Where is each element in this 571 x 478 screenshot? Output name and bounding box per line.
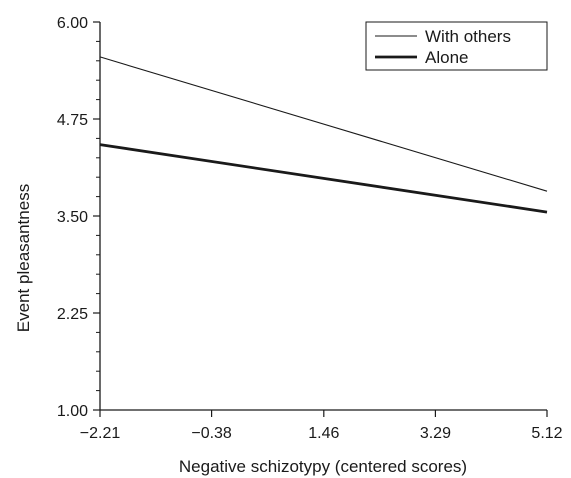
x-tick-label: 1.46 — [308, 425, 339, 442]
legend: With others Alone — [365, 21, 548, 71]
x-tick-label: 3.29 — [420, 425, 451, 442]
legend-label: With others — [425, 27, 511, 46]
x-tick-label: 5.12 — [531, 425, 562, 442]
legend-label: Alone — [425, 48, 468, 67]
axes: 1.00 2.25 3.50 4.75 6.00 −2.21 −0.38 1.46 3.29 5.… — [57, 15, 563, 442]
x-tick-label: −2.21 — [80, 425, 121, 442]
series-line-alone — [99, 143, 548, 214]
series-lines — [99, 56, 548, 214]
y-tick-label: 1.00 — [57, 403, 88, 420]
x-tick-label: −0.38 — [191, 425, 232, 442]
x-axis-label: Negative schizotypy (centered scores) — [179, 457, 467, 476]
y-tick-label: 3.50 — [57, 209, 88, 226]
y-tick-label: 4.75 — [57, 112, 88, 129]
legend-box — [365, 21, 548, 71]
y-tick-label: 2.25 — [57, 306, 88, 323]
series-line-with-others — [99, 56, 548, 192]
y-axis-label: Event pleasantness — [14, 184, 33, 332]
y-tick-label: 6.00 — [57, 15, 88, 32]
